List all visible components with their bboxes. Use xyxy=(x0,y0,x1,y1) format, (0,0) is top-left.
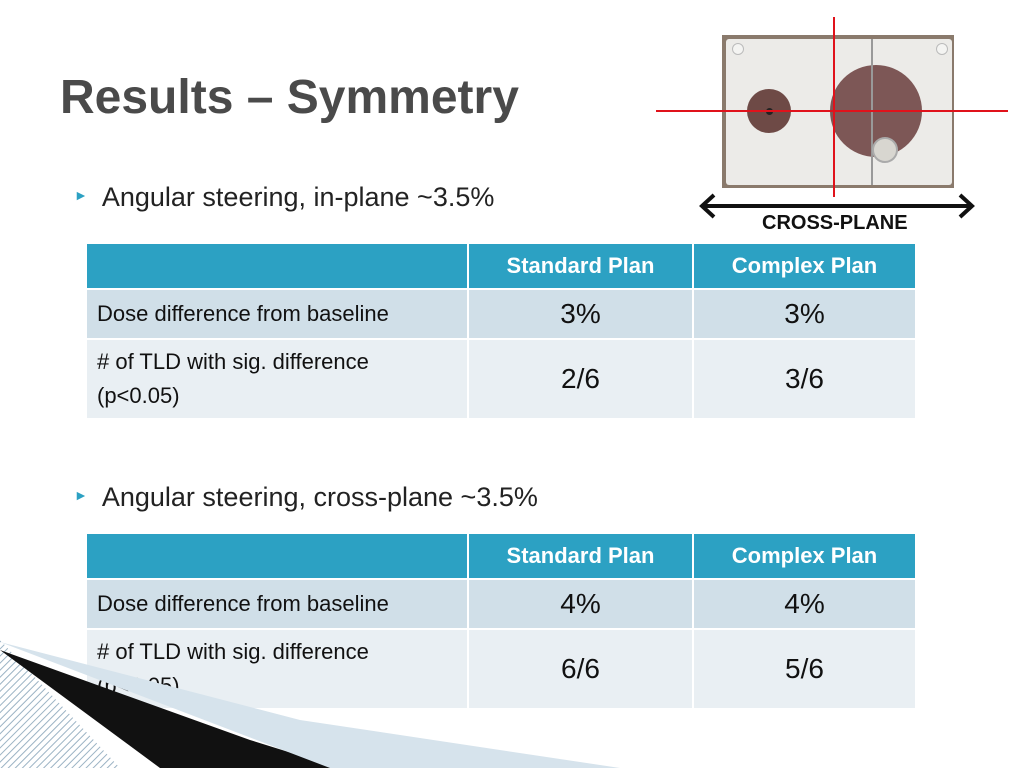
table-header-row: Standard Plan Complex Plan xyxy=(85,242,917,290)
table-header-row: Standard Plan Complex Plan xyxy=(85,532,917,580)
standard-value: 3% xyxy=(467,288,694,340)
bullet-arrow-icon: ► xyxy=(74,486,88,503)
slide-title: Results – Symmetry xyxy=(60,71,519,124)
corner-hole xyxy=(936,43,948,55)
complex-value: 4% xyxy=(692,578,917,630)
row-label: Dose difference from baseline xyxy=(85,288,469,340)
header-cell-standard: Standard Plan xyxy=(467,242,694,290)
crosshair-vertical xyxy=(833,17,835,197)
complex-value: 3% xyxy=(692,288,917,340)
cross-plane-results-table: Standard Plan Complex Plan Dose differen… xyxy=(85,532,917,710)
table-row: Dose difference from baseline 3% 3% xyxy=(85,288,917,340)
cross-plane-label: CROSS-PLANE xyxy=(762,212,908,234)
header-cell-standard: Standard Plan xyxy=(467,532,694,580)
standard-value: 6/6 xyxy=(467,628,694,710)
phantom-slit xyxy=(871,39,873,185)
bullet-in-plane: ► Angular steering, in-plane ~3.5% xyxy=(74,182,494,213)
standard-value: 2/6 xyxy=(467,338,694,420)
header-cell-empty xyxy=(85,242,469,290)
table-row: # of TLD with sig. difference (p<0.05) 2… xyxy=(85,338,917,420)
standard-value: 4% xyxy=(467,578,694,630)
row-label: Dose difference from baseline xyxy=(85,578,469,630)
corner-hole xyxy=(732,43,744,55)
complex-value: 3/6 xyxy=(692,338,917,420)
bullet-text: Angular steering, cross-plane ~3.5% xyxy=(101,482,538,512)
bullet-text: Angular steering, in-plane ~3.5% xyxy=(101,182,495,212)
crosshair-horizontal xyxy=(656,110,1008,112)
header-cell-complex: Complex Plan xyxy=(692,532,917,580)
decorative-swoosh xyxy=(0,640,620,768)
disk-hole xyxy=(872,137,898,163)
bullet-cross-plane: ► Angular steering, cross-plane ~3.5% xyxy=(74,482,538,513)
table-row: Dose difference from baseline 4% 4% xyxy=(85,578,917,630)
bullet-arrow-icon: ► xyxy=(74,186,88,203)
double-arrow-icon xyxy=(699,193,975,219)
header-cell-empty xyxy=(85,532,469,580)
row-label: # of TLD with sig. difference (p<0.05) xyxy=(85,338,469,420)
complex-value: 5/6 xyxy=(692,628,917,710)
in-plane-results-table: Standard Plan Complex Plan Dose differen… xyxy=(85,242,917,420)
header-cell-complex: Complex Plan xyxy=(692,242,917,290)
